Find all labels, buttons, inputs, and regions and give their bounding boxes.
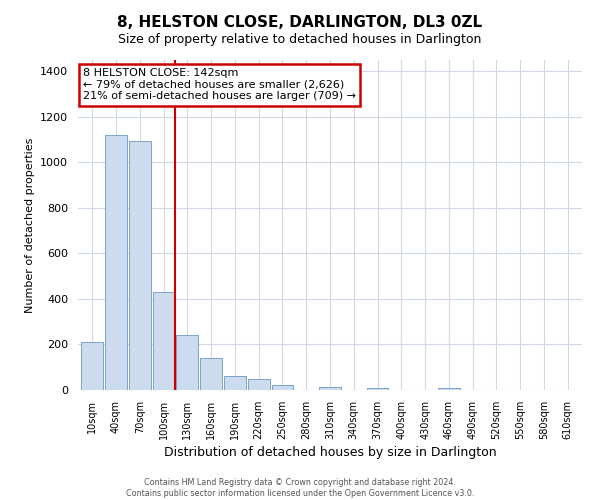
Bar [129, 141, 151, 390]
Bar [105, 135, 127, 390]
X-axis label: Distribution of detached houses by size in Darlington: Distribution of detached houses by size … [164, 446, 496, 459]
Bar [224, 376, 246, 390]
Y-axis label: Number of detached properties: Number of detached properties [25, 138, 35, 312]
Bar [319, 386, 341, 390]
Bar [248, 380, 269, 390]
Text: 8 HELSTON CLOSE: 142sqm
← 79% of detached houses are smaller (2,626)
21% of semi: 8 HELSTON CLOSE: 142sqm ← 79% of detache… [83, 68, 356, 102]
Bar [438, 388, 460, 390]
Bar [200, 358, 222, 390]
Bar [176, 336, 198, 390]
Bar [272, 386, 293, 390]
Bar [152, 292, 175, 390]
Text: 8, HELSTON CLOSE, DARLINGTON, DL3 0ZL: 8, HELSTON CLOSE, DARLINGTON, DL3 0ZL [118, 15, 482, 30]
Bar [367, 388, 388, 390]
Text: Contains HM Land Registry data © Crown copyright and database right 2024.
Contai: Contains HM Land Registry data © Crown c… [126, 478, 474, 498]
Text: Size of property relative to detached houses in Darlington: Size of property relative to detached ho… [118, 32, 482, 46]
Bar [82, 342, 103, 390]
